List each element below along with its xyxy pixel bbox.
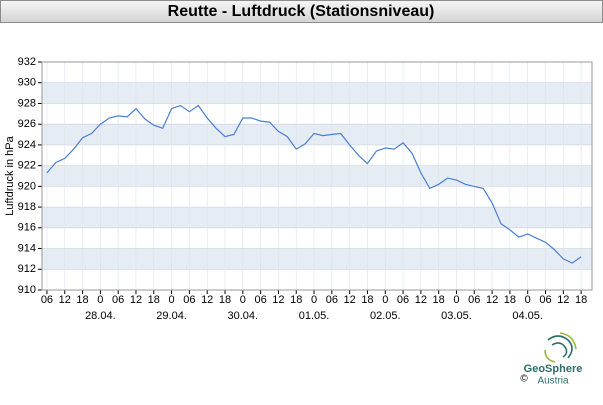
logo-name: GeoSphere <box>524 363 583 375</box>
plot-frame <box>41 61 593 291</box>
y-tick-label: 920 <box>18 180 36 192</box>
date-label: 02.05. <box>370 310 401 322</box>
x-tick-label: 18 <box>219 294 231 306</box>
y-tick-label: 930 <box>18 77 36 89</box>
logo-sub: Austria <box>537 376 569 387</box>
y-tick-label: 914 <box>18 242 36 254</box>
x-tick-label: 0 <box>311 294 317 306</box>
x-tick-label: 0 <box>169 294 175 306</box>
y-tick-label: 924 <box>18 139 36 151</box>
date-label: 04.05. <box>512 310 543 322</box>
band <box>42 207 592 228</box>
x-tick-label: 18 <box>504 294 516 306</box>
date-label: 29.04. <box>156 310 187 322</box>
logo: GeoSphere Austria © <box>520 332 583 387</box>
x-tick-label: 06 <box>468 294 480 306</box>
chart-title: Reutte - Luftdruck (Stationsniveau) <box>168 3 435 20</box>
x-tick-label: 18 <box>433 294 445 306</box>
y-tick-label: 910 <box>18 284 36 296</box>
x-tick-label: 12 <box>272 294 284 306</box>
x-tick-label: 06 <box>539 294 551 306</box>
y-tick-label: 926 <box>18 118 36 130</box>
x-tick-label: 06 <box>183 294 195 306</box>
x-tick-label: 06 <box>397 294 409 306</box>
x-tick-label: 12 <box>344 294 356 306</box>
x-tick-label: 12 <box>59 294 71 306</box>
band <box>42 165 592 187</box>
x-tick-label: 0 <box>382 294 388 306</box>
band <box>42 82 592 104</box>
date-label: 28.04. <box>85 310 116 322</box>
x-tick-label: 06 <box>326 294 338 306</box>
x-tick-label: 18 <box>76 294 88 306</box>
x-tick-label: 18 <box>148 294 160 306</box>
date-label: 01.05. <box>299 310 330 322</box>
x-tick-label: 06 <box>254 294 266 306</box>
y-tick-label: 932 <box>18 56 36 68</box>
x-tick-label: 06 <box>112 294 124 306</box>
y-tick-label: 922 <box>18 160 36 172</box>
x-tick-label: 0 <box>453 294 459 306</box>
x-tick-label: 18 <box>361 294 373 306</box>
date-label: 03.05. <box>441 310 472 322</box>
logo-mark <box>544 332 577 363</box>
line <box>46 104 582 264</box>
x-tick-label: 18 <box>575 294 587 306</box>
x-tick-label: 0 <box>525 294 531 306</box>
x-tick-label: 12 <box>415 294 427 306</box>
x-tick-label: 06 <box>41 294 53 306</box>
y-tick-label: 912 <box>18 263 36 275</box>
x-tick-label: 12 <box>130 294 142 306</box>
band <box>42 248 592 270</box>
y-tick-label: 918 <box>18 201 36 213</box>
copyright: © <box>520 374 528 385</box>
plot: 910 912 914 916 918 920 922 924 926 928 930 932 06 12… <box>18 56 593 322</box>
x-tick-label: 0 <box>240 294 246 306</box>
y-tick-label: 916 <box>18 222 36 234</box>
x-tick-label: 12 <box>557 294 569 306</box>
x-tick-label: 12 <box>201 294 213 306</box>
y-tick-label: 928 <box>18 97 36 109</box>
x-tick-label: 0 <box>97 294 103 306</box>
y-axis-label: Luftdruck in hPa <box>4 135 16 215</box>
date-label: 30.04. <box>228 310 259 322</box>
x-tick-label: 18 <box>290 294 302 306</box>
x-tick-label: 12 <box>486 294 498 306</box>
